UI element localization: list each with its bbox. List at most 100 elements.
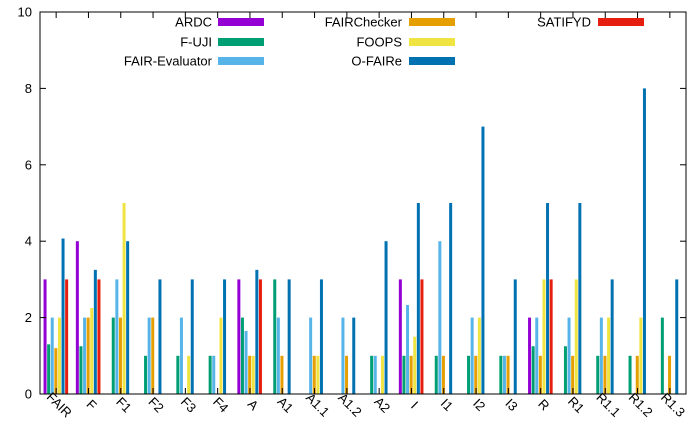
y-tick-label: 2 bbox=[25, 310, 32, 325]
bar-fair-evaluator-r1.1 bbox=[599, 317, 603, 394]
legend: ARDC F-UJI FAIR-Evaluator FAIRChecker FOOPS O… bbox=[124, 15, 644, 69]
x-tick-label: I3 bbox=[502, 396, 520, 414]
bar-f-uji-a bbox=[240, 317, 244, 394]
bar-o-faire-f bbox=[93, 269, 97, 394]
legend-label-f-uji: F-UJI bbox=[180, 35, 212, 50]
bar-o-faire-r1.3 bbox=[675, 279, 679, 394]
legend-swatch-ardc bbox=[218, 18, 264, 26]
bar-foops-r bbox=[542, 279, 546, 394]
bar-fair-evaluator-a2 bbox=[373, 355, 377, 394]
bar-fair-evaluator-i1 bbox=[438, 241, 442, 394]
bar-f-uji-r bbox=[531, 346, 535, 394]
x-tick-label: I1 bbox=[438, 396, 456, 414]
bar-satifyd-f bbox=[97, 279, 101, 394]
bar-fair-evaluator-i2 bbox=[470, 317, 474, 394]
bar-fair-evaluator-f2 bbox=[147, 317, 151, 394]
bar-foops-r1.2 bbox=[639, 317, 643, 394]
bar-f-uji-a2 bbox=[370, 355, 374, 394]
bar-f-uji-f1 bbox=[111, 317, 115, 394]
y-tick-label: 4 bbox=[25, 234, 32, 249]
bar-fair-evaluator-a1.1 bbox=[309, 317, 313, 394]
bar-o-faire-f3 bbox=[190, 279, 194, 394]
legend-swatch-fairchecker bbox=[409, 18, 455, 26]
legend-label-o-faire: O-FAIRe bbox=[351, 54, 402, 69]
x-tick-label: I2 bbox=[470, 396, 488, 414]
bar-o-faire-a bbox=[255, 269, 259, 394]
legend-swatch-o-faire bbox=[409, 57, 455, 65]
bar-f-uji-i3 bbox=[499, 355, 503, 394]
x-tick-label: F4 bbox=[210, 394, 231, 415]
bar-f-uji-fair bbox=[47, 344, 51, 394]
bar-f-uji-r1.1 bbox=[596, 355, 600, 394]
bar-o-faire-f1 bbox=[126, 241, 130, 394]
bar-satifyd-fair bbox=[65, 279, 69, 394]
bar-satifyd-a bbox=[258, 279, 262, 394]
bar-fair-evaluator-fair bbox=[50, 317, 54, 394]
bar-o-faire-i2 bbox=[481, 126, 485, 394]
bar-fairchecker-f1 bbox=[118, 317, 122, 394]
bar-fair-evaluator-a1.2 bbox=[341, 317, 345, 394]
bar-f-uji-a1 bbox=[273, 279, 277, 394]
bar-fair-evaluator-i bbox=[406, 304, 410, 394]
bar-fairchecker-a1.1 bbox=[312, 355, 316, 394]
bar-foops-a1.1 bbox=[316, 355, 320, 394]
legend-label-satifyd: SATIFYD bbox=[537, 15, 591, 30]
bar-fairchecker-fair bbox=[54, 348, 58, 394]
bar-f-uji-i2 bbox=[467, 355, 471, 394]
bar-f-uji-f3 bbox=[176, 355, 180, 394]
bar-ardc-f bbox=[75, 241, 79, 394]
bars-layer bbox=[43, 88, 679, 395]
bar-f-uji-f2 bbox=[144, 355, 148, 394]
legend-label-foops: FOOPS bbox=[356, 35, 402, 50]
bar-fairchecker-r1 bbox=[571, 355, 575, 394]
bar-ardc-i bbox=[398, 279, 402, 394]
x-tick-label: F3 bbox=[178, 394, 199, 415]
bar-foops-i2 bbox=[477, 317, 481, 394]
bar-fairchecker-a bbox=[248, 355, 252, 394]
bar-o-faire-a1 bbox=[287, 279, 291, 394]
bar-foops-r1 bbox=[574, 279, 578, 394]
x-tick-label: F1 bbox=[113, 394, 134, 415]
bar-o-faire-i bbox=[416, 203, 420, 394]
bar-fairchecker-r bbox=[538, 355, 542, 394]
bar-o-faire-f2 bbox=[158, 279, 162, 394]
bar-foops-f1 bbox=[122, 203, 126, 394]
x-tick-label: R1 bbox=[565, 394, 587, 416]
bar-satifyd-r bbox=[549, 279, 553, 394]
bar-foops-a bbox=[251, 355, 255, 394]
legend-label-ardc: ARDC bbox=[175, 15, 212, 30]
bar-o-faire-a1.2 bbox=[352, 317, 356, 394]
bar-fairchecker-a1.2 bbox=[345, 355, 349, 394]
bar-o-faire-i1 bbox=[449, 203, 453, 394]
x-tick-label: A2 bbox=[371, 394, 393, 416]
plot-border bbox=[39, 11, 687, 395]
bar-foops-r1.1 bbox=[607, 317, 611, 394]
x-axis: FAIR F F1 F2 F3 F4 A A1 A1.1 A1.2 A2 I I1 I2 I3 R R1 R1.1… bbox=[44, 12, 688, 420]
bar-fair-evaluator-a bbox=[244, 330, 248, 394]
bar-o-faire-r1.1 bbox=[610, 279, 614, 394]
bar-o-faire-f4 bbox=[223, 279, 227, 394]
legend-swatch-satifyd bbox=[598, 18, 644, 26]
bar-f-uji-i bbox=[402, 355, 406, 394]
bar-fairchecker-i3 bbox=[506, 355, 510, 394]
bar-fair-evaluator-i3 bbox=[502, 355, 506, 394]
bar-fairchecker-f2 bbox=[151, 317, 155, 394]
legend-swatch-fair-evaluator bbox=[218, 57, 264, 65]
plot-frame bbox=[39, 11, 687, 395]
bar-o-faire-r bbox=[546, 203, 550, 394]
bar-fair-evaluator-f3 bbox=[179, 317, 183, 394]
legend-label-fairchecker: FAIRChecker bbox=[325, 15, 403, 30]
bar-f-uji-f bbox=[79, 346, 83, 394]
bar-o-faire-r1.2 bbox=[642, 88, 646, 395]
bar-f-uji-r1.2 bbox=[628, 355, 632, 394]
bar-foops-f bbox=[90, 308, 94, 394]
bar-o-faire-i3 bbox=[513, 279, 517, 394]
bar-fair-evaluator-r1 bbox=[567, 317, 571, 394]
y-axis: 0 2 4 6 8 10 bbox=[18, 5, 686, 402]
bar-fair-evaluator-f1 bbox=[115, 279, 119, 394]
bar-fairchecker-r1.3 bbox=[668, 355, 672, 394]
x-tick-label: A1 bbox=[275, 394, 297, 416]
x-tick-label: F bbox=[84, 397, 100, 413]
y-tick-label: 10 bbox=[18, 5, 32, 20]
